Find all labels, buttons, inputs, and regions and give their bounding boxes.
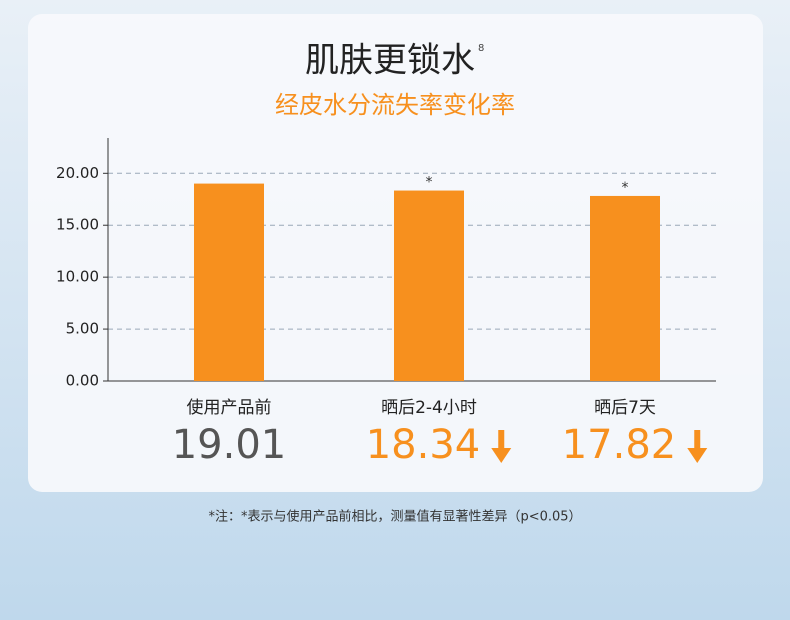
x-tick-label: 使用产品前 — [187, 397, 272, 418]
significance-mark: * — [622, 180, 629, 196]
bar — [194, 183, 264, 381]
value-label: 17.82 — [562, 422, 677, 468]
chart-subtitle: 经皮水分流失率变化率 — [275, 91, 515, 119]
bar — [590, 195, 660, 381]
value-label: 18.34 — [366, 422, 481, 468]
footnote: *注：*表示与使用产品前相比，测量值有显著性差异（p<0.05） — [208, 509, 581, 525]
y-tick-label: 5.00 — [66, 320, 99, 338]
chart-title: 肌肤更锁水 — [305, 41, 475, 81]
y-tick-label: 0.00 — [66, 372, 99, 390]
bar — [394, 190, 464, 381]
y-tick-label: 10.00 — [56, 268, 99, 286]
y-tick-label: 15.00 — [56, 216, 99, 234]
y-tick-label: 20.00 — [56, 164, 99, 182]
significance-mark: * — [426, 175, 433, 191]
x-tick-label: 晒后7天 — [594, 398, 656, 418]
down-arrow — [491, 430, 512, 463]
title-superscript: 8 — [478, 43, 484, 54]
down-arrow — [687, 430, 708, 463]
value-label: 19.01 — [172, 422, 287, 468]
x-tick-label: 晒后2-4小时 — [381, 398, 477, 418]
